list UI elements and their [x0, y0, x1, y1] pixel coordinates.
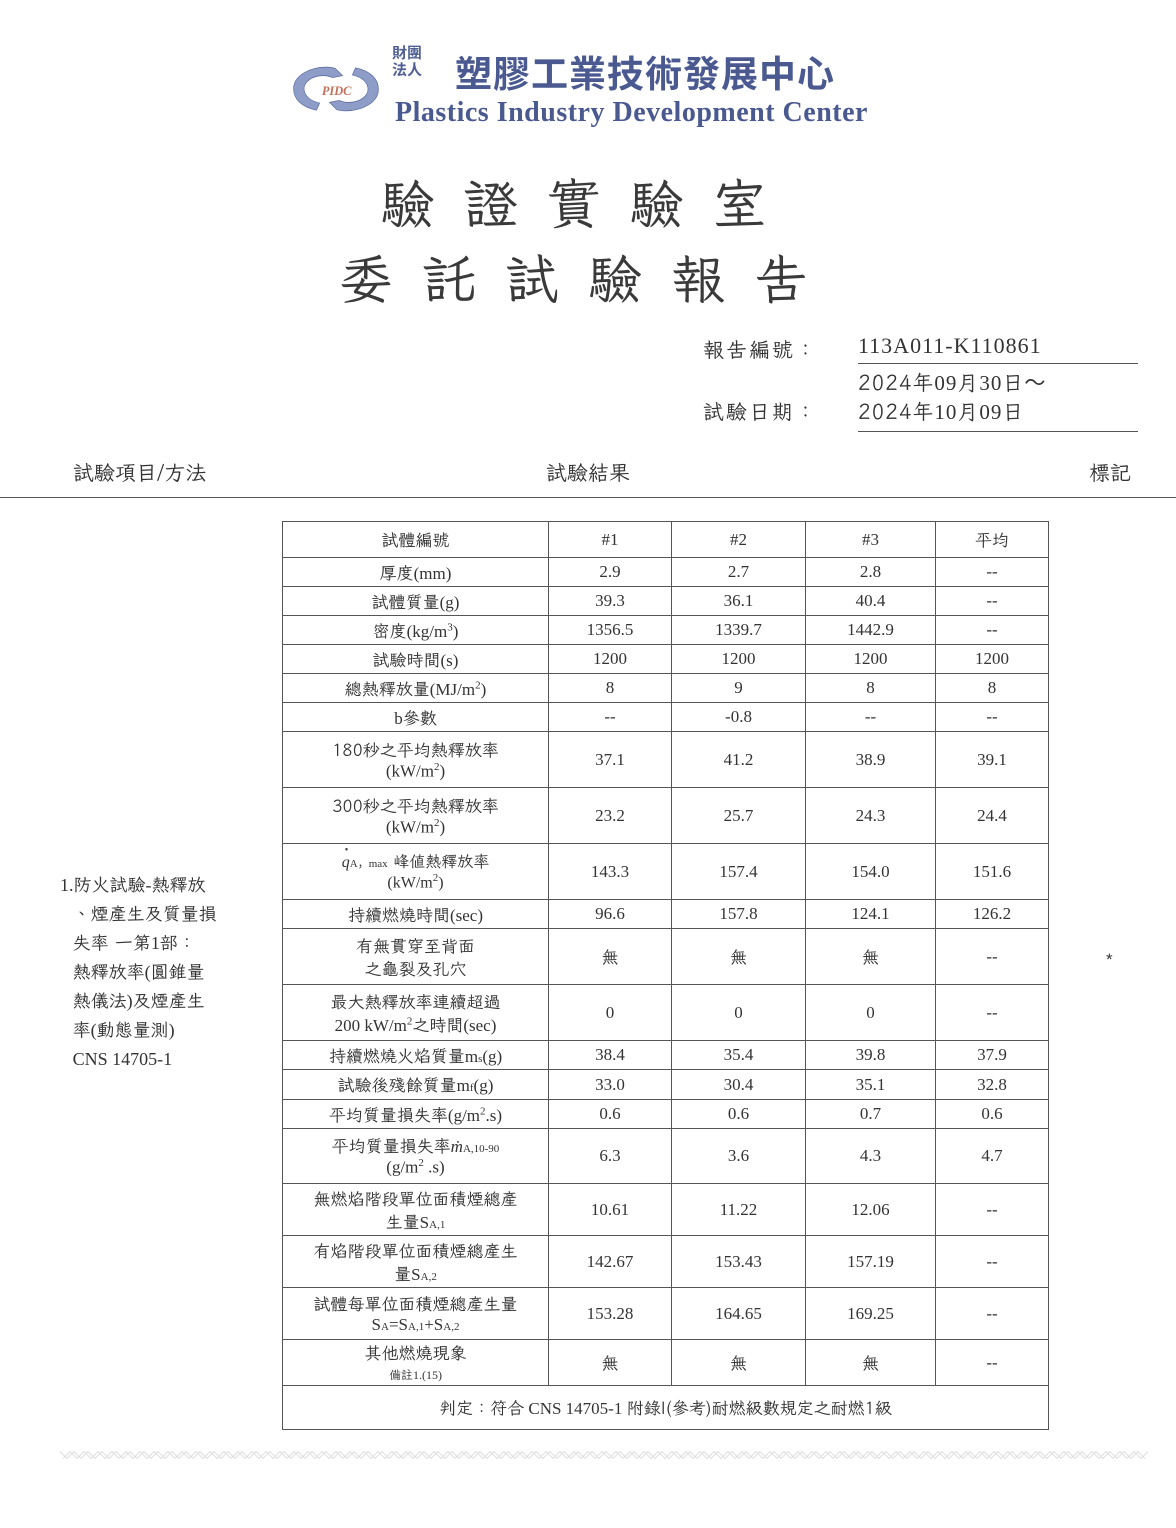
svg-text:PIDC: PIDC	[322, 84, 352, 98]
